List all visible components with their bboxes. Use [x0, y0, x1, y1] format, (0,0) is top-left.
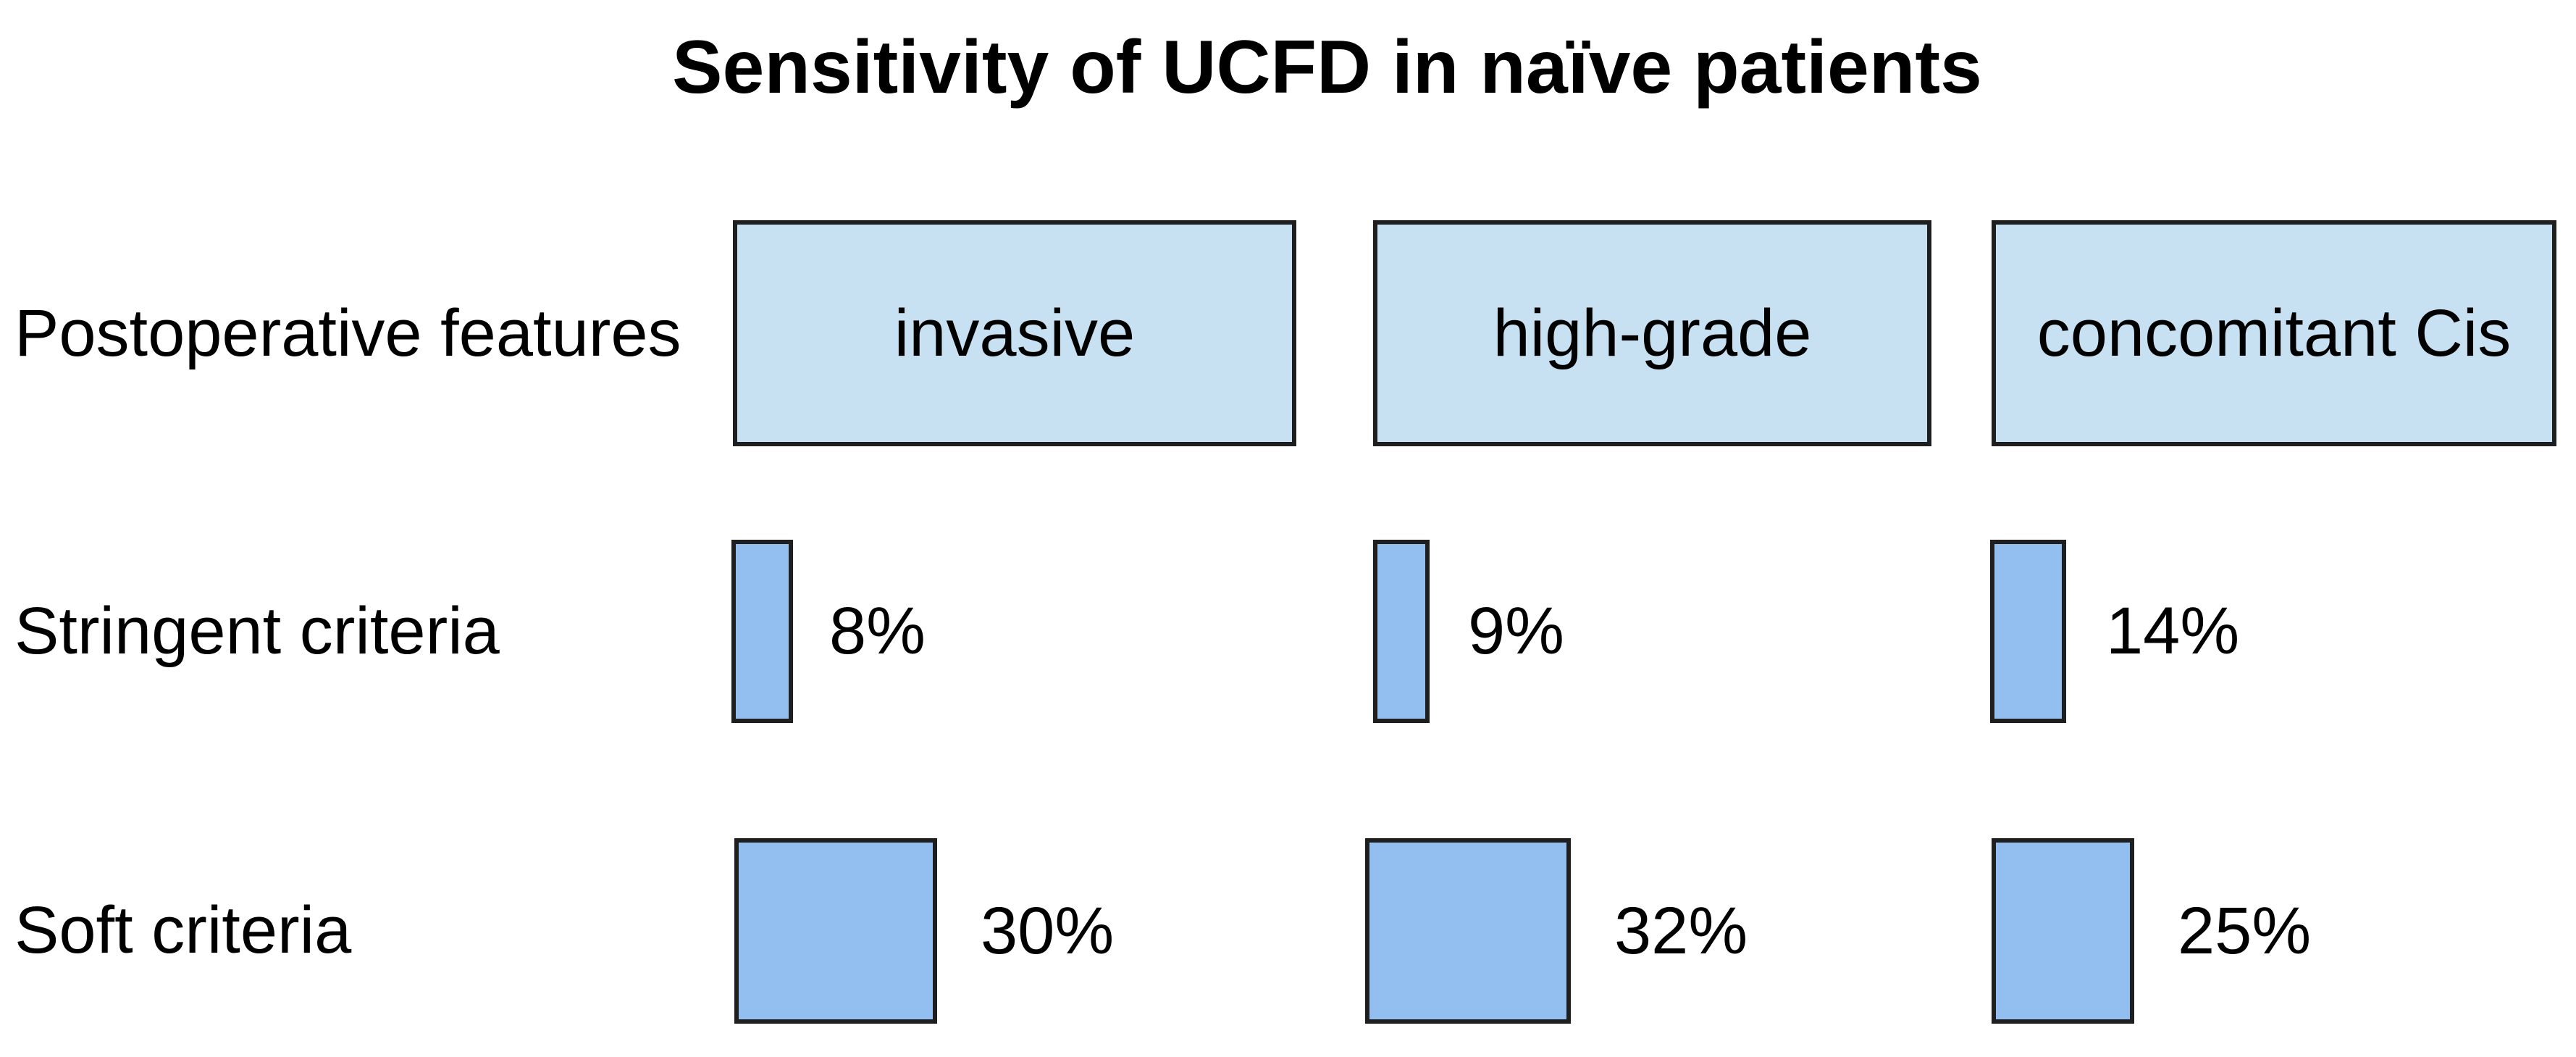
category-label-invasive: invasive	[894, 296, 1136, 370]
bar-soft-high-grade	[1365, 838, 1571, 1024]
value-label-soft-invasive: 30%	[981, 894, 1115, 968]
value-label-stringent-concomitant-cis: 14%	[2106, 594, 2240, 668]
bar-stringent-concomitant-cis	[1990, 540, 2066, 723]
category-box-invasive: invasive	[733, 220, 1296, 446]
category-label-concomitant-cis: concomitant Cis	[2036, 296, 2512, 370]
bar-stringent-invasive	[731, 540, 793, 723]
category-label-high-grade: high-grade	[1493, 296, 1812, 370]
value-label-soft-high-grade: 32%	[1614, 894, 1748, 968]
value-label-soft-concomitant-cis: 25%	[2178, 894, 2312, 968]
row-label-stringent-criteria: Stringent criteria	[14, 594, 500, 668]
chart-title: Sensitivity of UCFD in naïve patients	[672, 25, 1982, 109]
category-box-high-grade: high-grade	[1373, 220, 1931, 446]
row-label-postoperative-features: Postoperative features	[14, 296, 681, 370]
value-label-stringent-invasive: 8%	[829, 594, 926, 668]
bar-soft-invasive	[734, 838, 937, 1024]
value-label-stringent-high-grade: 9%	[1468, 594, 1564, 668]
category-box-concomitant-cis: concomitant Cis	[1992, 220, 2556, 446]
row-label-soft-criteria: Soft criteria	[14, 893, 352, 967]
bar-stringent-high-grade	[1373, 540, 1430, 723]
bar-soft-concomitant-cis	[1992, 838, 2134, 1024]
